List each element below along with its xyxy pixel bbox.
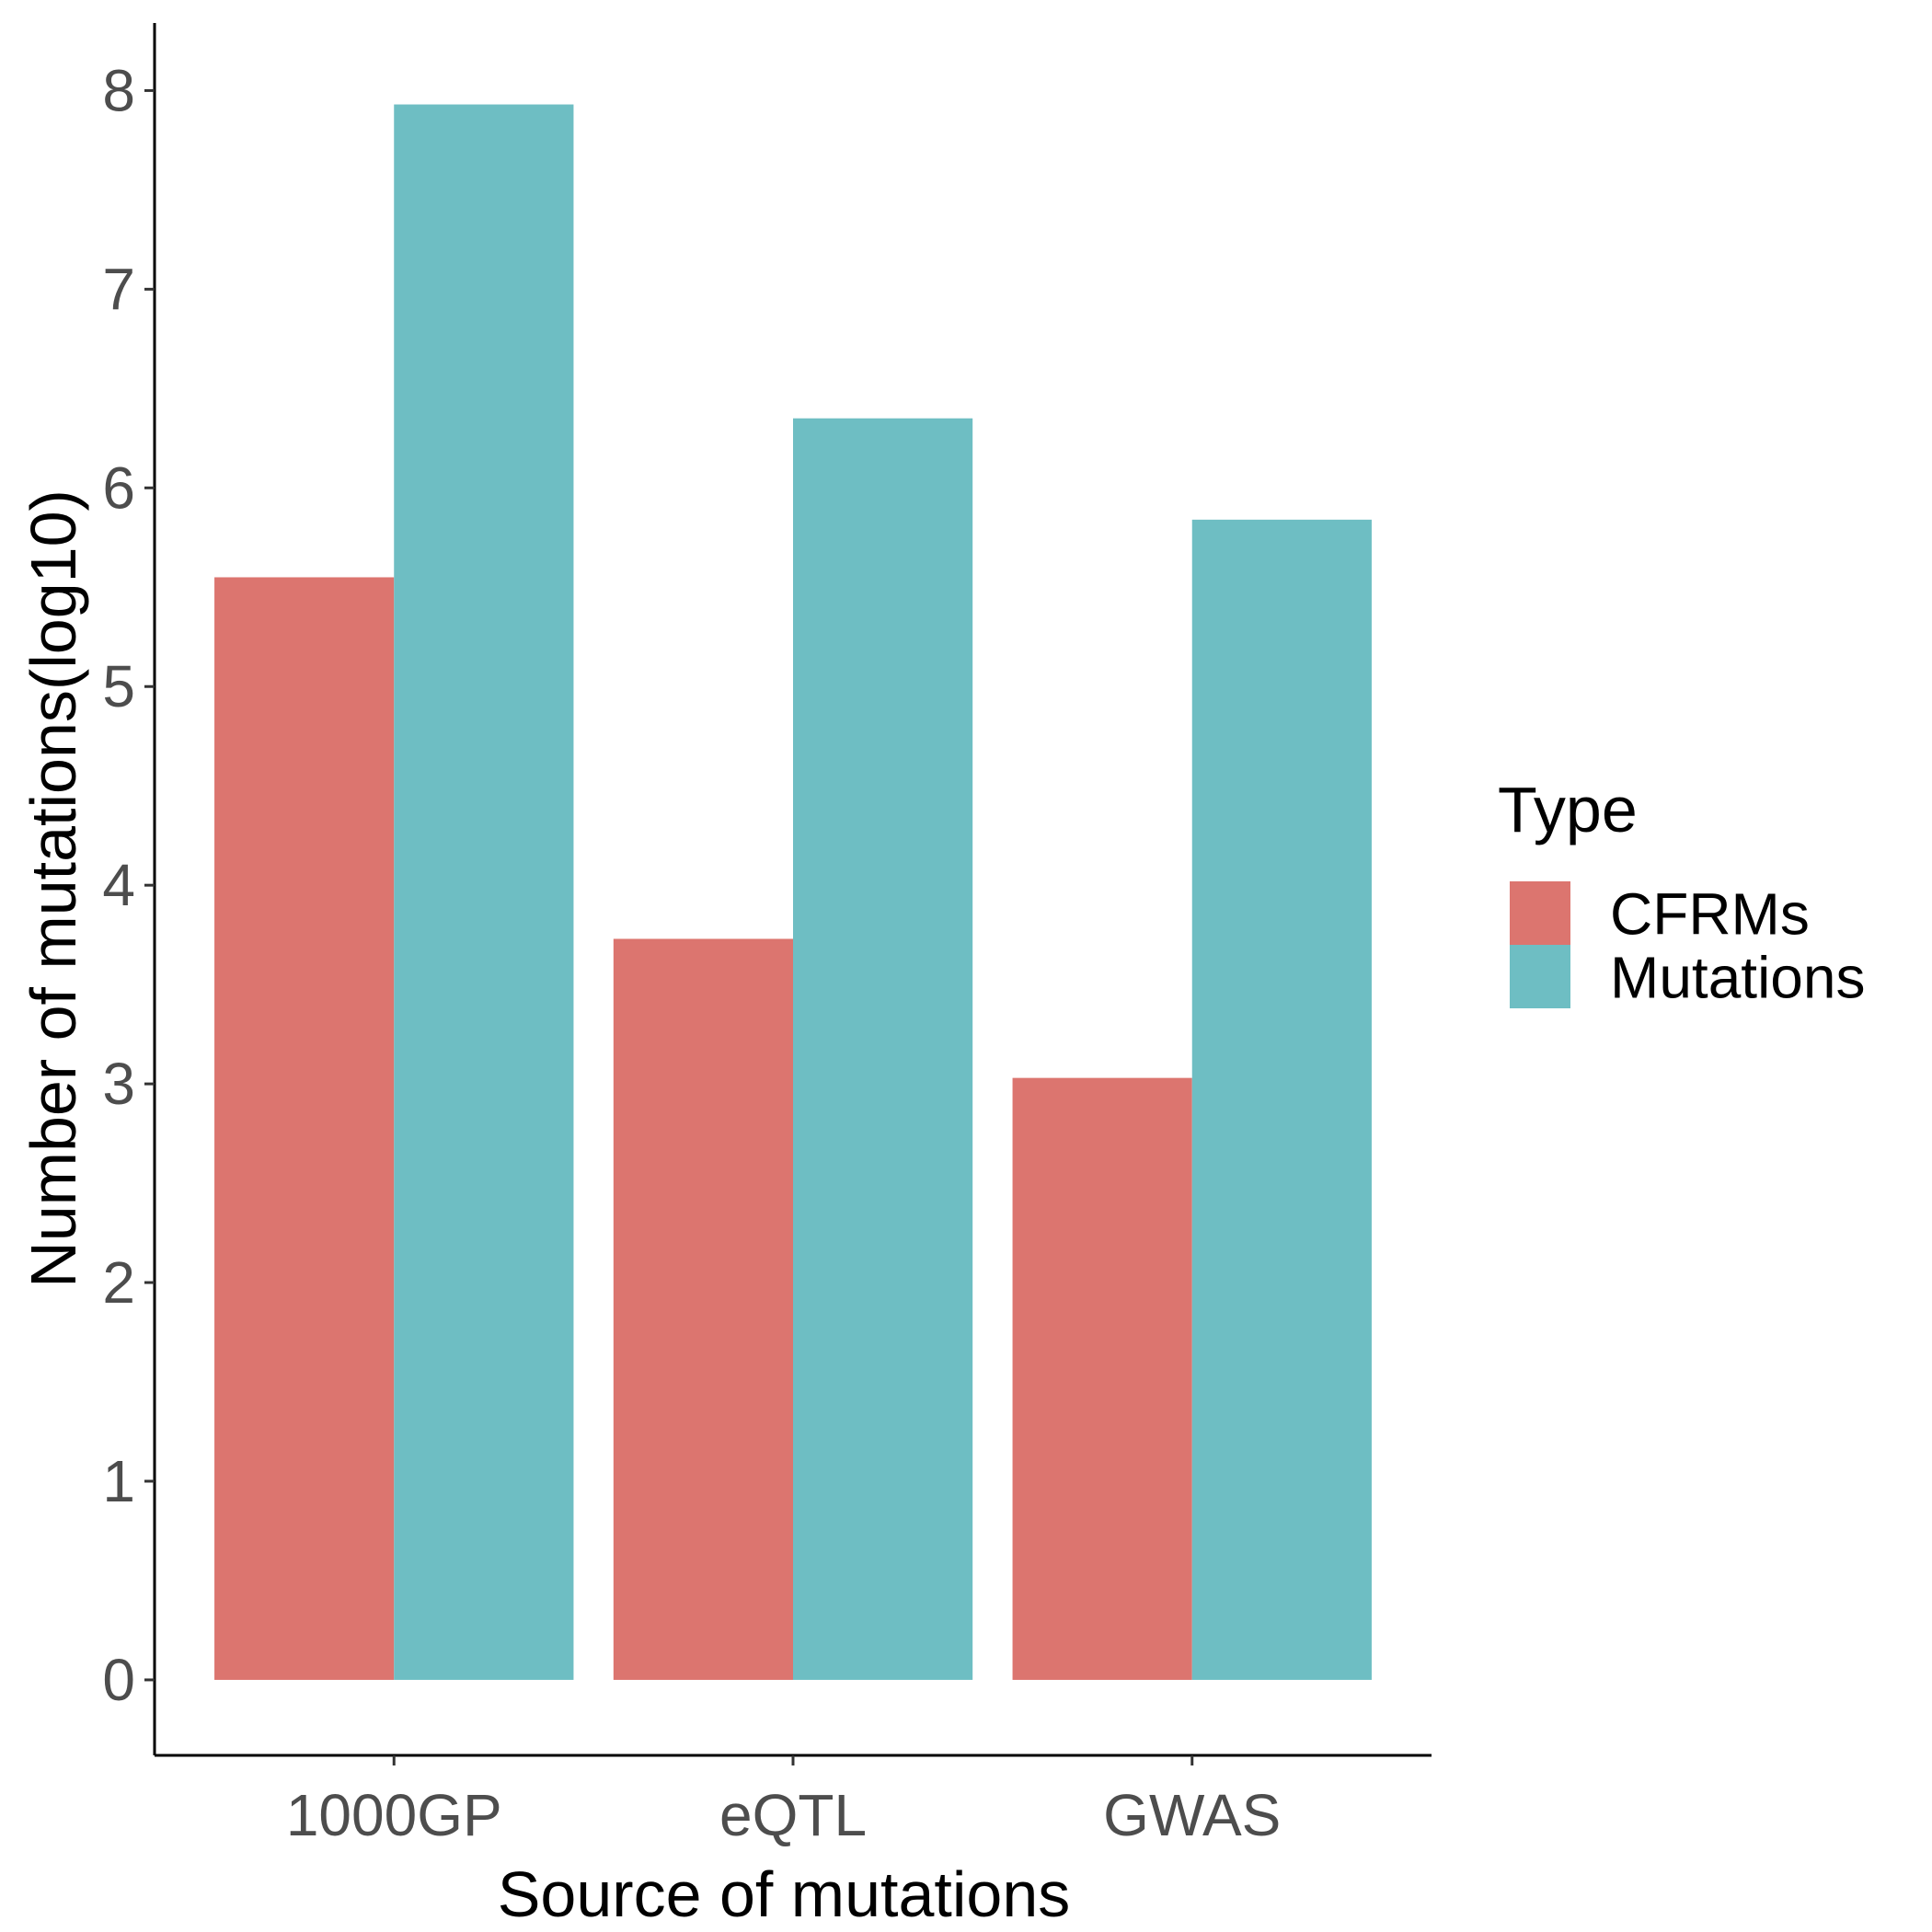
legend-label-Mutations: Mutations: [1610, 945, 1865, 1011]
y-tick-label: 7: [102, 256, 135, 322]
x-axis: 1000GP eQTL GWAS: [155, 1754, 1432, 1848]
y-tick-label: 5: [102, 653, 135, 719]
y-axis: 0 1 2 3 4 5 6 7 8: [102, 23, 156, 1755]
legend-key-Mutations: [1510, 945, 1570, 1008]
y-axis-title: Number of mutations(log10): [17, 489, 89, 1288]
y-tick-label: 1: [102, 1448, 135, 1514]
bar-1000GP-CFRMs: [214, 577, 395, 1680]
legend-key-CFRMs: [1510, 881, 1570, 945]
x-tick-label: GWAS: [1103, 1782, 1281, 1848]
bar-eQTL-Mutations: [793, 418, 973, 1680]
y-tick-label: 6: [102, 454, 135, 521]
bar-eQTL-CFRMs: [613, 938, 793, 1680]
y-tick-label: 8: [102, 57, 135, 123]
x-tick-label: eQTL: [719, 1782, 867, 1848]
bar-GWAS-CFRMs: [1012, 1077, 1192, 1680]
y-tick-label: 2: [102, 1249, 135, 1316]
x-axis-title: Source of mutations: [498, 1858, 1071, 1930]
y-tick-label: 4: [102, 852, 135, 918]
x-tick-label: 1000GP: [286, 1782, 502, 1848]
legend-label-CFRMs: CFRMs: [1610, 881, 1810, 948]
bar-GWAS-Mutations: [1191, 519, 1372, 1680]
bars-layer: [214, 104, 1372, 1680]
y-tick-label: 0: [102, 1647, 135, 1713]
bar-1000GP-Mutations: [394, 104, 574, 1680]
legend-title: Type: [1498, 774, 1638, 845]
y-tick-label: 3: [102, 1051, 135, 1117]
